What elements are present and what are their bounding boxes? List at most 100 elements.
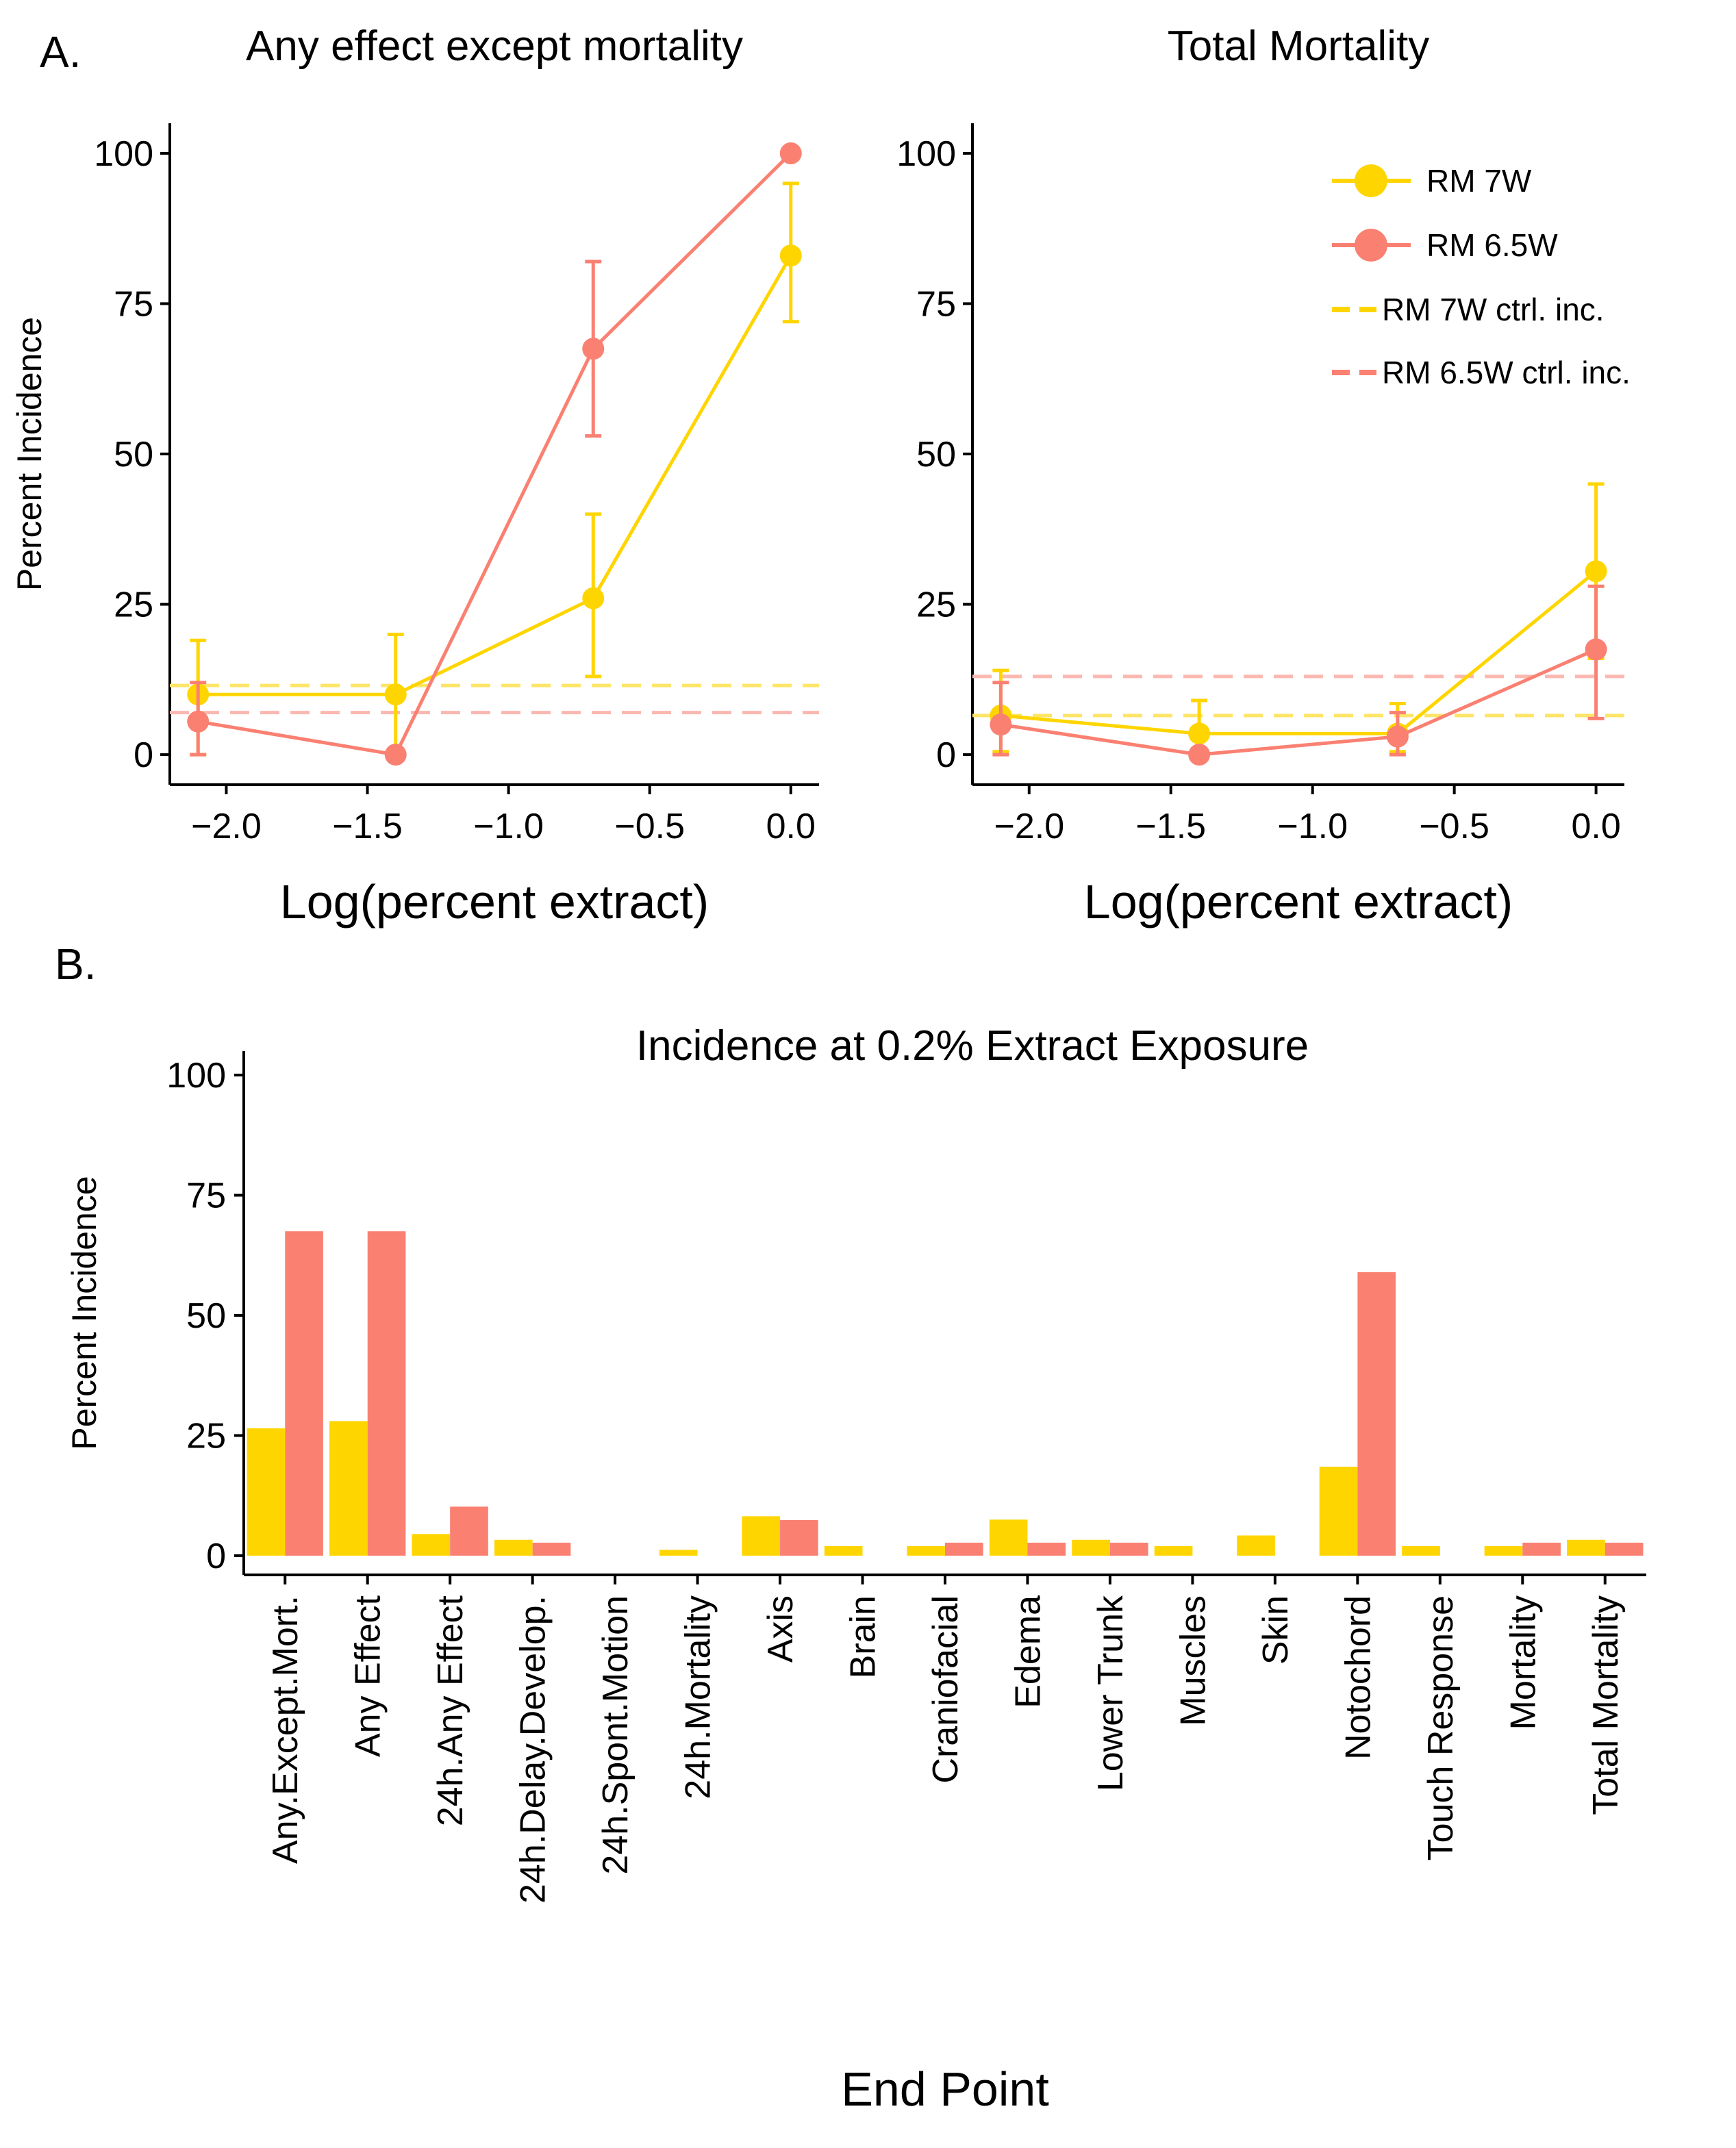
chart-b-ytick-label: 25	[916, 585, 956, 625]
chart-c-category-label: Lower Trunk	[1091, 1595, 1131, 1791]
chart-c-ytick-label: 25	[186, 1416, 226, 1456]
chart-c-bar	[247, 1428, 286, 1556]
chart-b-xlabel: Log(percent extract)	[1084, 875, 1513, 928]
chart-c-category-label: Edema	[1008, 1595, 1048, 1708]
chart-c-bar	[1237, 1535, 1275, 1556]
chart-c-bar	[742, 1516, 781, 1556]
legend-rm7w-label: RM 7W	[1426, 163, 1532, 199]
chart-incidence-bar: 0 25 50 75 100 Any.Except.Mort. Any Effect 24h.…	[65, 1022, 1646, 2116]
chart-c-bar	[1154, 1545, 1193, 1556]
chart-any-effect-except-mortality: 0 25 50 75 100 −2.0 −1.5 −1.0 −0.5 0.0 Any effect …	[10, 23, 819, 928]
chart-b-xtick-label: −2.0	[994, 807, 1064, 846]
chart-a-point	[187, 710, 210, 733]
chart-a-point	[779, 244, 802, 267]
chart-c-category-label: 24h.Any Effect	[431, 1595, 470, 1826]
chart-b-ytick-label: 75	[916, 284, 956, 324]
chart-c-ylabel: Percent Incidence	[65, 1176, 103, 1450]
chart-c-category-label: 24h.Spont.Motion	[596, 1595, 636, 1875]
chart-a-xtick-label: −1.0	[473, 807, 544, 846]
chart-c-bar	[1072, 1539, 1110, 1556]
chart-c-category-label: Touch Response	[1421, 1595, 1461, 1860]
chart-c-bar	[659, 1550, 698, 1556]
chart-a-xtick-label: −0.5	[614, 807, 685, 846]
legend-rm65w-ctrl-label: RM 6.5W ctrl. inc.	[1382, 355, 1631, 390]
chart-c-category-label: Notochord	[1338, 1595, 1378, 1760]
chart-c-xlabel: End Point	[841, 2062, 1049, 2116]
chart-b-point	[990, 713, 1012, 736]
chart-c-title: Incidence at 0.2% Extract Exposure	[636, 1022, 1309, 1070]
chart-c-ytick-label: 50	[186, 1296, 226, 1336]
chart-c-bar	[824, 1545, 863, 1556]
chart-a-ytick-label: 50	[114, 435, 153, 475]
chart-a-point	[582, 587, 605, 609]
chart-b-xtick-label: −0.5	[1419, 807, 1489, 846]
chart-b-xtick-label: 0.0	[1571, 807, 1620, 846]
chart-c-bar	[1357, 1272, 1396, 1556]
chart-c-bar	[780, 1519, 818, 1556]
panel-a-label: A.	[40, 27, 81, 77]
chart-a-point	[384, 744, 407, 766]
chart-a-title: Any effect except mortality	[246, 23, 743, 70]
chart-a-xtick-label: −1.5	[332, 807, 403, 846]
chart-a-ylabel: Percent Incidence	[10, 317, 49, 591]
chart-c-ytick-label: 75	[186, 1176, 226, 1216]
chart-a-series-line	[198, 254, 792, 696]
chart-c-ytick-label: 100	[166, 1056, 226, 1096]
chart-b-point	[1386, 725, 1409, 748]
chart-c-bar	[412, 1534, 451, 1556]
chart-c-bar	[907, 1545, 945, 1556]
chart-b-xtick-label: −1.0	[1277, 807, 1348, 846]
chart-b-point	[1188, 722, 1211, 745]
chart-c-bar	[1522, 1542, 1561, 1556]
chart-c-category-label: Craniofacial	[926, 1595, 966, 1784]
chart-c-bar	[367, 1231, 406, 1556]
chart-c-category-label: Brain	[844, 1595, 883, 1678]
chart-b-point	[1188, 744, 1211, 766]
chart-c-bar	[1484, 1545, 1523, 1556]
chart-c-bar	[1319, 1467, 1358, 1556]
chart-a-ytick-label: 0	[134, 735, 153, 775]
chart-b-xtick-label: −1.5	[1135, 807, 1206, 846]
legend-rm7w-marker	[1355, 164, 1387, 197]
chart-b-ytick-label: 100	[896, 134, 956, 174]
legend-rm65w-marker	[1355, 229, 1387, 262]
chart-b-ytick-label: 0	[936, 735, 956, 775]
chart-a-xtick-label: −2.0	[191, 807, 262, 846]
chart-c-bar	[1605, 1542, 1644, 1556]
chart-b-title: Total Mortality	[1168, 23, 1429, 70]
chart-a-xtick-label: 0.0	[766, 807, 816, 846]
chart-a-point	[384, 683, 407, 706]
chart-c-bar	[450, 1506, 488, 1556]
chart-a-ytick-label: 25	[114, 585, 153, 625]
chart-c-bar	[532, 1542, 571, 1556]
chart-c-category-label: Skin	[1256, 1595, 1296, 1665]
chart-total-mortality: 0 25 50 75 100 −2.0 −1.5 −1.0 −0.5 0.0 Total Morta…	[896, 23, 1624, 928]
chart-c-category-label: Mortality	[1503, 1595, 1543, 1730]
chart-c-bar	[285, 1231, 323, 1556]
chart-c-bar	[1402, 1545, 1440, 1556]
chart-c-bar	[989, 1519, 1028, 1556]
legend-rm7w-ctrl-label: RM 7W ctrl. inc.	[1382, 292, 1605, 327]
chart-c-category-label: Axis	[761, 1595, 801, 1663]
chart-c-ytick-label: 0	[206, 1537, 226, 1576]
legend: RM 7W RM 6.5W RM 7W ctrl. inc. RM 6.5W c…	[1332, 163, 1631, 390]
legend-rm65w-label: RM 6.5W	[1426, 227, 1558, 263]
chart-a-ytick-label: 75	[114, 284, 153, 324]
chart-a-point	[582, 338, 605, 360]
chart-c-category-label: Muscles	[1173, 1595, 1213, 1726]
panel-b-label: B.	[55, 939, 96, 989]
chart-b-series-line	[1001, 648, 1597, 757]
chart-c-bar	[494, 1539, 533, 1556]
chart-b-point	[1585, 638, 1607, 661]
chart-c-bar	[1027, 1542, 1066, 1556]
chart-c-category-label: 24h.Mortality	[679, 1595, 718, 1799]
chart-b-series-line	[1001, 570, 1598, 735]
chart-b-point	[1585, 560, 1607, 583]
chart-c-bar	[1109, 1542, 1148, 1556]
chart-c-bar	[945, 1542, 983, 1556]
chart-a-xlabel: Log(percent extract)	[280, 875, 709, 928]
chart-c-bar	[1567, 1539, 1605, 1556]
chart-a-series-line	[197, 152, 792, 757]
chart-c-bar	[329, 1421, 368, 1556]
